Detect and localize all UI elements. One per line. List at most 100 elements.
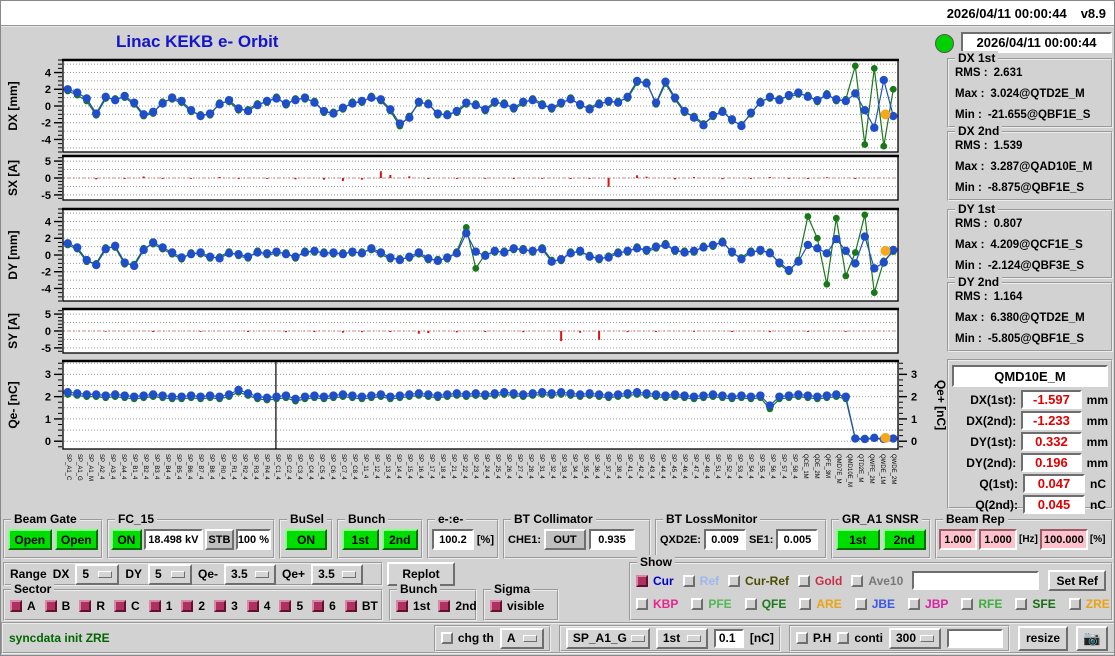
ref-name-input[interactable] bbox=[912, 571, 1040, 590]
bpm-label-SP_54_4: SP_54_4 bbox=[746, 454, 753, 479]
monitor-row-value: -1.597 bbox=[1021, 390, 1082, 409]
mode-dropdown[interactable]: A bbox=[499, 627, 544, 649]
dropdown-indicator-icon bbox=[98, 570, 113, 578]
checkbox-RFE[interactable] bbox=[961, 598, 974, 610]
checkbox-label: Cur-Ref bbox=[745, 573, 790, 588]
bpm-label-SP_35_4: SP_35_4 bbox=[581, 454, 588, 479]
dropdown-indicator-icon bbox=[255, 570, 270, 578]
che1-out-button[interactable]: OUT bbox=[544, 529, 587, 550]
bpm-label-SP_C5_4: SP_C5_4 bbox=[318, 454, 325, 480]
ph-checkbox[interactable] bbox=[795, 632, 808, 644]
svg-text:1: 1 bbox=[45, 414, 51, 426]
checkbox-label: 5 bbox=[296, 599, 304, 613]
chg-th-checkbox[interactable] bbox=[440, 632, 453, 644]
checkbox-JBP[interactable] bbox=[908, 598, 921, 610]
resize-button[interactable]: resize bbox=[1018, 625, 1068, 651]
checkbox-item-6: 6 bbox=[312, 599, 336, 613]
checkbox-ZRE[interactable] bbox=[1068, 598, 1081, 610]
checkbox-1st[interactable] bbox=[396, 600, 408, 612]
threshold-input[interactable]: 0.1 bbox=[713, 628, 744, 648]
snsr-2nd-button[interactable]: 2nd bbox=[882, 529, 926, 550]
checkbox-item-1: 1 bbox=[148, 599, 173, 613]
checkbox-BT[interactable] bbox=[344, 600, 357, 612]
bpm-label-SP_28_4: SP_28_4 bbox=[526, 454, 533, 479]
checkbox-visible[interactable] bbox=[490, 600, 502, 612]
checkbox-ARE[interactable] bbox=[799, 598, 812, 610]
stats-group-dx-1st: DX 1st RMS : 2.631 Max : 3.024@QTD2E_M Min… bbox=[947, 51, 1113, 128]
beam-rep-value-3: 100.000 bbox=[1039, 529, 1088, 550]
beam-gate-open-2-button[interactable]: Open bbox=[54, 529, 98, 550]
range-frame: Range DX 5 DY 5 Qe- 3.5 Qe+ 3.5 bbox=[3, 562, 383, 586]
checkbox-Ref[interactable] bbox=[682, 574, 695, 587]
set-ref-button[interactable]: Set Ref bbox=[1048, 570, 1106, 591]
stats-group-dx-2nd: DX 2nd RMS :1.539 Max :3.287@QAD10E_M Mi… bbox=[947, 124, 1113, 201]
bunch-checkboxes: 1st 2nd bbox=[396, 599, 477, 613]
bpm-label-QMD10E_M: QMD10E_M bbox=[845, 454, 852, 488]
checkbox-item-visible: visible bbox=[490, 599, 544, 613]
checkbox-JBE[interactable] bbox=[854, 598, 867, 610]
checkbox-6[interactable] bbox=[312, 600, 325, 612]
checkbox-Cur[interactable] bbox=[636, 574, 648, 587]
svg-text:SX [A]: SX [A] bbox=[6, 160, 20, 196]
range-qe-minus-dropdown[interactable]: 3.5 bbox=[224, 563, 277, 585]
bpm-label-SP_B6_4: SP_B6_4 bbox=[186, 454, 193, 480]
svg-text:SY [A]: SY [A] bbox=[6, 313, 20, 349]
bpm-label-SP_11_4: SP_11_4 bbox=[362, 454, 369, 479]
checkbox-SFE[interactable] bbox=[1015, 598, 1028, 610]
checkbox-QFE[interactable] bbox=[744, 598, 757, 610]
checkbox-item-KBP: KBP bbox=[636, 597, 678, 611]
checkbox-label: SFE bbox=[1032, 597, 1056, 611]
checkbox-item-ARE: ARE bbox=[799, 597, 842, 611]
min-value: -21.655@QBF1E_S bbox=[987, 109, 1091, 121]
sy-chart: 5 0 -5 SY [A] bbox=[1, 307, 946, 360]
checkbox-Ave10[interactable] bbox=[851, 574, 864, 587]
checkbox-R[interactable] bbox=[79, 600, 92, 612]
conti-checkbox[interactable] bbox=[837, 632, 850, 644]
checkbox-2[interactable] bbox=[181, 600, 194, 612]
bpm-label-QWFE_2M: QWFE_2M bbox=[867, 454, 874, 484]
snsr-1st-button[interactable]: 1st bbox=[836, 529, 880, 550]
checkbox-Gold[interactable] bbox=[798, 574, 811, 587]
checkbox-label: PFE bbox=[708, 597, 732, 611]
bunch-select-dropdown[interactable]: 1st bbox=[655, 627, 708, 649]
checkbox-label: 1 bbox=[165, 599, 173, 613]
bpm-label-QTD2E_M: QTD2E_M bbox=[856, 454, 863, 483]
bunch-1st-button[interactable]: 1st bbox=[342, 529, 379, 550]
interval-dropdown[interactable]: 300 bbox=[889, 627, 941, 649]
checkbox-B[interactable] bbox=[44, 600, 57, 612]
busel-on-button[interactable]: ON bbox=[285, 529, 327, 550]
checkbox-C[interactable] bbox=[114, 600, 127, 612]
checkbox-4[interactable] bbox=[246, 600, 259, 612]
checkbox-3[interactable] bbox=[214, 600, 227, 612]
checkbox-Cur-Ref[interactable] bbox=[728, 574, 741, 587]
beam-gate-open-1-button[interactable]: Open bbox=[8, 529, 52, 550]
bunch-2nd-button[interactable]: 2nd bbox=[381, 529, 418, 550]
fc15-stb-button[interactable]: STB bbox=[205, 529, 234, 550]
svg-text:-4: -4 bbox=[41, 283, 52, 295]
bunch-group: Bunch 1st 2nd bbox=[337, 512, 423, 559]
checkbox-1[interactable] bbox=[148, 600, 161, 612]
range-dy-dropdown[interactable]: 5 bbox=[148, 563, 193, 585]
checkbox-item-2nd: 2nd bbox=[438, 599, 477, 613]
checkbox-5[interactable] bbox=[279, 600, 292, 612]
range-dx-dropdown[interactable]: 5 bbox=[75, 563, 120, 585]
checkbox-A[interactable] bbox=[10, 600, 22, 612]
extra-input[interactable] bbox=[947, 628, 1003, 648]
checkbox-item-QFE: QFE bbox=[744, 597, 786, 611]
checkbox-label: 3 bbox=[231, 599, 238, 613]
svg-text:Qe- [nC]: Qe- [nC] bbox=[6, 381, 20, 428]
show-row2-checkboxes: KBP PFE QFE ARE JBE JBP RFE SFE ZRE bbox=[636, 597, 1110, 611]
fc15-on-button[interactable]: ON bbox=[111, 529, 142, 550]
bpm-label-SP_44_4: SP_44_4 bbox=[658, 454, 665, 479]
checkbox-2nd[interactable] bbox=[438, 600, 451, 612]
stats-group-title: DY 2nd bbox=[955, 275, 1003, 289]
checkbox-PFE[interactable] bbox=[691, 598, 704, 610]
checkbox-KBP[interactable] bbox=[636, 598, 648, 610]
checkbox-item-1st: 1st bbox=[396, 599, 430, 613]
camera-icon[interactable]: 📷 bbox=[1076, 625, 1108, 651]
window-titlebar: 2026/04/11 00:00:44 v8.9 bbox=[1, 1, 1114, 27]
range-qe-plus-dropdown[interactable]: 3.5 bbox=[311, 563, 364, 585]
bpm-label-SP_B8_4: SP_B8_4 bbox=[208, 454, 215, 480]
sp-select-dropdown[interactable]: SP_A1_G bbox=[565, 627, 650, 649]
svg-text:0: 0 bbox=[45, 173, 51, 185]
